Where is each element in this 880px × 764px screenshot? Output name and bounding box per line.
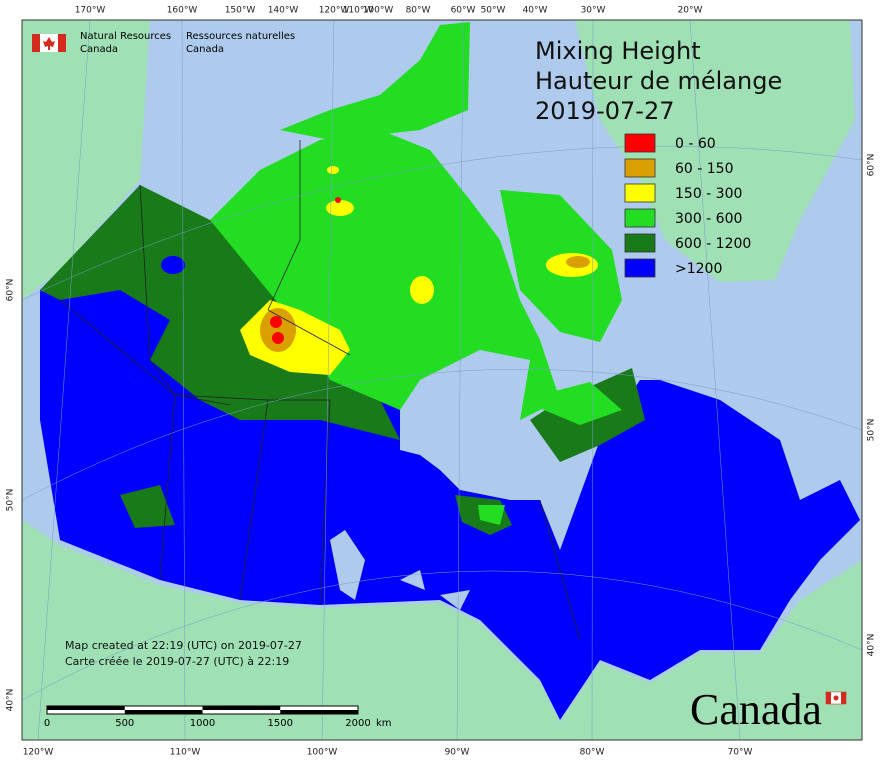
flag-bar (826, 692, 831, 704)
legend-swatch (624, 158, 656, 178)
longitude-label: 120°W (319, 6, 350, 16)
longitude-label: 110°W (170, 748, 201, 758)
graticule-lines (21, 19, 863, 741)
footer: Map created at 22:19 (UTC) on 2019-07-27… (65, 639, 302, 668)
legend-swatch (624, 208, 656, 228)
border (267, 140, 351, 356)
border (139, 184, 231, 406)
logo-text: Canada (80, 44, 118, 55)
legend-swatch (624, 233, 656, 253)
zone-150-300 (327, 166, 339, 174)
scale-label: 1500 (268, 718, 293, 729)
scale-bar: 0 500 1000 1500 2000 km (44, 705, 392, 729)
latitude-label: 40°N (867, 634, 877, 657)
longitude-label: 20°W (678, 6, 703, 16)
longitude-label: 100°W (307, 748, 338, 758)
longitude-label: 70°W (728, 748, 753, 758)
legend: 0 - 60 60 - 150 150 - 300 300 - 600 600 - 12… (624, 133, 751, 278)
footer-line: Carte créée le 2019-07-27 (UTC) à 22:19 (65, 655, 289, 668)
canada-wordmark: Canada (690, 685, 847, 734)
zone-600-1200 (40, 185, 400, 440)
longitude-label: 50°W (481, 6, 506, 16)
greenland (575, 20, 855, 282)
scale-label: 1000 (190, 718, 215, 729)
title-line: Hauteur de mélange (535, 67, 782, 95)
longitude-label: 120°W (23, 748, 54, 758)
logo-text: Natural Resources (80, 31, 171, 42)
parallels (21, 145, 863, 701)
maple-leaf (43, 37, 55, 50)
maple-leaf (833, 695, 839, 701)
zone-300-600 (210, 130, 560, 420)
longitude-label: 80°W (406, 6, 431, 16)
wordmark-text: Canada (690, 685, 822, 734)
border (268, 399, 331, 606)
longitude-label: 60°W (451, 6, 476, 16)
longitude-label: 150°W (225, 6, 256, 16)
zone-150-300 (410, 276, 434, 304)
map-area (21, 19, 863, 741)
scale-label: 500 (115, 718, 134, 729)
alaska (22, 20, 150, 300)
scale-label: 2000 (345, 718, 370, 729)
legend-label: 150 - 300 (675, 186, 742, 202)
longitude-label: 80°W (580, 748, 605, 758)
zone-60-150 (260, 308, 296, 352)
hudson-bay (400, 350, 540, 500)
longitude-label: 110°W (343, 6, 374, 16)
longitude-label: 140°W (268, 6, 299, 16)
footer-line: Map created at 22:19 (UTC) on 2019-07-27 (65, 639, 302, 652)
title-line: Mixing Height (535, 37, 701, 65)
zone-600-1200 (120, 485, 512, 535)
legend-swatch (624, 183, 656, 203)
latitude-label: 60°N (6, 279, 16, 302)
province-borders (59, 140, 581, 641)
latitude-label: 50°N (867, 419, 877, 442)
logo-text: Ressources naturelles (186, 31, 295, 42)
zone-0-60 (272, 332, 284, 344)
scale-segment (47, 706, 125, 710)
zone-300-600 (280, 22, 470, 140)
flag-bar (58, 34, 66, 52)
legend-label: 300 - 600 (675, 211, 742, 227)
legend-label: >1200 (675, 261, 722, 277)
scale-label: 0 (44, 718, 50, 729)
flag-bar (32, 34, 40, 52)
zone-0-60 (335, 197, 341, 203)
flag-bar (841, 692, 846, 704)
logo-text: Canada (186, 44, 224, 55)
title: Mixing Height Hauteur de mélange 2019-07… (535, 37, 782, 125)
latitude-label: 50°N (6, 489, 16, 512)
longitude-label: 100°W (363, 6, 394, 16)
legend-swatch (624, 133, 656, 153)
legend-swatch (624, 258, 656, 278)
map-frame (21, 19, 863, 741)
longitude-label: 30°W (581, 6, 606, 16)
legend-label: 0 - 60 (675, 136, 716, 152)
legend-label: 600 - 1200 (675, 236, 751, 252)
longitude-label: 160°W (167, 6, 198, 16)
nrcan-logo: Natural Resources Canada Ressources natu… (32, 31, 295, 55)
legend-label: 60 - 150 (675, 161, 734, 177)
scale-segment (124, 710, 203, 714)
united-states (22, 520, 862, 740)
zone-0-60 (270, 316, 282, 328)
scale-segment (202, 706, 281, 710)
longitude-label: 40°W (523, 6, 548, 16)
scale-unit: km (376, 718, 392, 729)
zone-60-150 (566, 256, 590, 268)
longitude-label: 90°W (445, 748, 470, 758)
scale-segment (280, 710, 358, 714)
lakes (330, 530, 470, 610)
longitude-label: 170°W (75, 6, 106, 16)
border (539, 499, 581, 641)
zone-150-300 (326, 200, 354, 216)
lake (161, 256, 185, 274)
title-line: 2019-07-27 (535, 97, 674, 125)
latitude-label: 60°N (867, 154, 877, 177)
meridians (37, 19, 741, 741)
latitude-label: 40°N (6, 689, 16, 712)
